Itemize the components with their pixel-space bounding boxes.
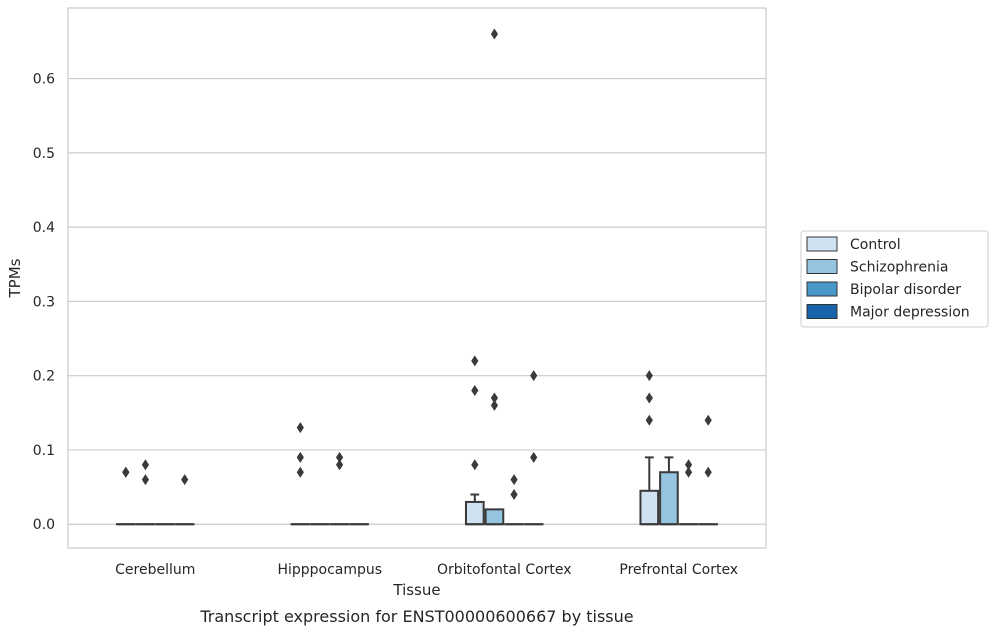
outlier-point [645,414,653,426]
outlier-point [471,385,479,397]
x-tick-label: Orbitofontal Cortex [437,562,572,578]
outlier-point [141,474,150,486]
y-tick-label: 0.4 [33,220,55,236]
outlier-point [704,414,712,426]
y-tick-label: 0.5 [33,146,55,162]
legend-label: Major depression [850,305,970,321]
x-axis-ticks: Cerebellum Hipppocampus Orbitofontal Corte… [115,562,738,578]
box [484,508,505,526]
outlier-point [471,355,479,367]
outlier-point [684,466,693,478]
legend-swatch [806,236,838,252]
y-tick-label: 0.0 [33,517,55,533]
box [464,500,485,526]
y-tick-label: 0.2 [33,369,55,385]
grid-lines [68,77,766,525]
outlier-point [335,459,344,471]
x-tick-label: Cerebellum [115,562,195,578]
outliers [122,28,712,501]
box [659,471,679,526]
legend: Control Schizophrenia Bipolar disorder Majo… [800,230,989,328]
outlier-point [490,392,499,404]
outlier-point [684,459,693,471]
legend-swatch [806,281,838,297]
y-tick-label: 0.6 [33,72,55,88]
chart-caption: Transcript expression for ENST0000060066… [199,607,633,626]
plot-frame [67,7,767,549]
outlier-point [141,459,150,471]
outlier-point [471,459,479,471]
legend-label: Bipolar disorder [850,282,961,298]
y-axis-title: TPMs [6,258,24,298]
outlier-point [645,392,653,404]
outlier-point [296,451,304,463]
boxes [115,456,719,526]
y-tick-label: 0.1 [33,443,55,459]
outlier-point [530,451,538,463]
box [639,489,660,526]
legend-swatch [806,304,838,319]
outlier-point [510,474,518,486]
legend-label: Schizophrenia [850,260,948,276]
legend-swatch [806,259,838,274]
outlier-point [122,466,130,478]
outlier-point [645,370,653,382]
outlier-point [296,422,304,434]
x-tick-label: Prefrontal Cortex [619,562,738,578]
outlier-point [490,399,499,411]
legend-label: Control [850,237,901,253]
outlier-point [181,474,189,486]
outlier-point [530,370,538,382]
y-axis-ticks: 0.0 0.1 0.2 0.3 0.4 0.5 0.6 [33,72,55,534]
outlier-point [335,451,344,463]
x-tick-label: Hipppocampus [277,562,382,578]
legend-frame [800,230,989,328]
outlier-point [704,466,712,478]
x-axis-title: Tissue [392,581,440,599]
y-tick-label: 0.3 [33,294,55,310]
outlier-point [296,466,304,478]
outlier-point [490,28,499,40]
outlier-point [510,489,518,501]
